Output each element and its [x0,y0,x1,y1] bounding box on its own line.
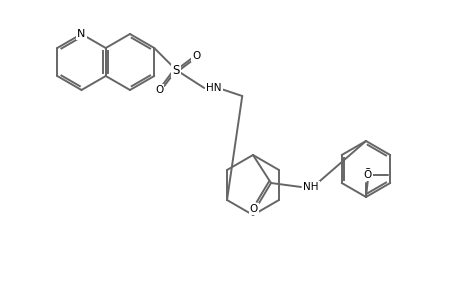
Text: O: O [192,51,200,61]
Text: NH: NH [302,182,318,192]
Text: O: O [363,170,371,180]
Text: O: O [363,168,371,178]
Text: O: O [249,204,257,214]
Text: O: O [155,85,163,95]
Text: HN: HN [206,83,221,93]
Text: N: N [77,29,85,39]
Text: S: S [172,64,179,76]
